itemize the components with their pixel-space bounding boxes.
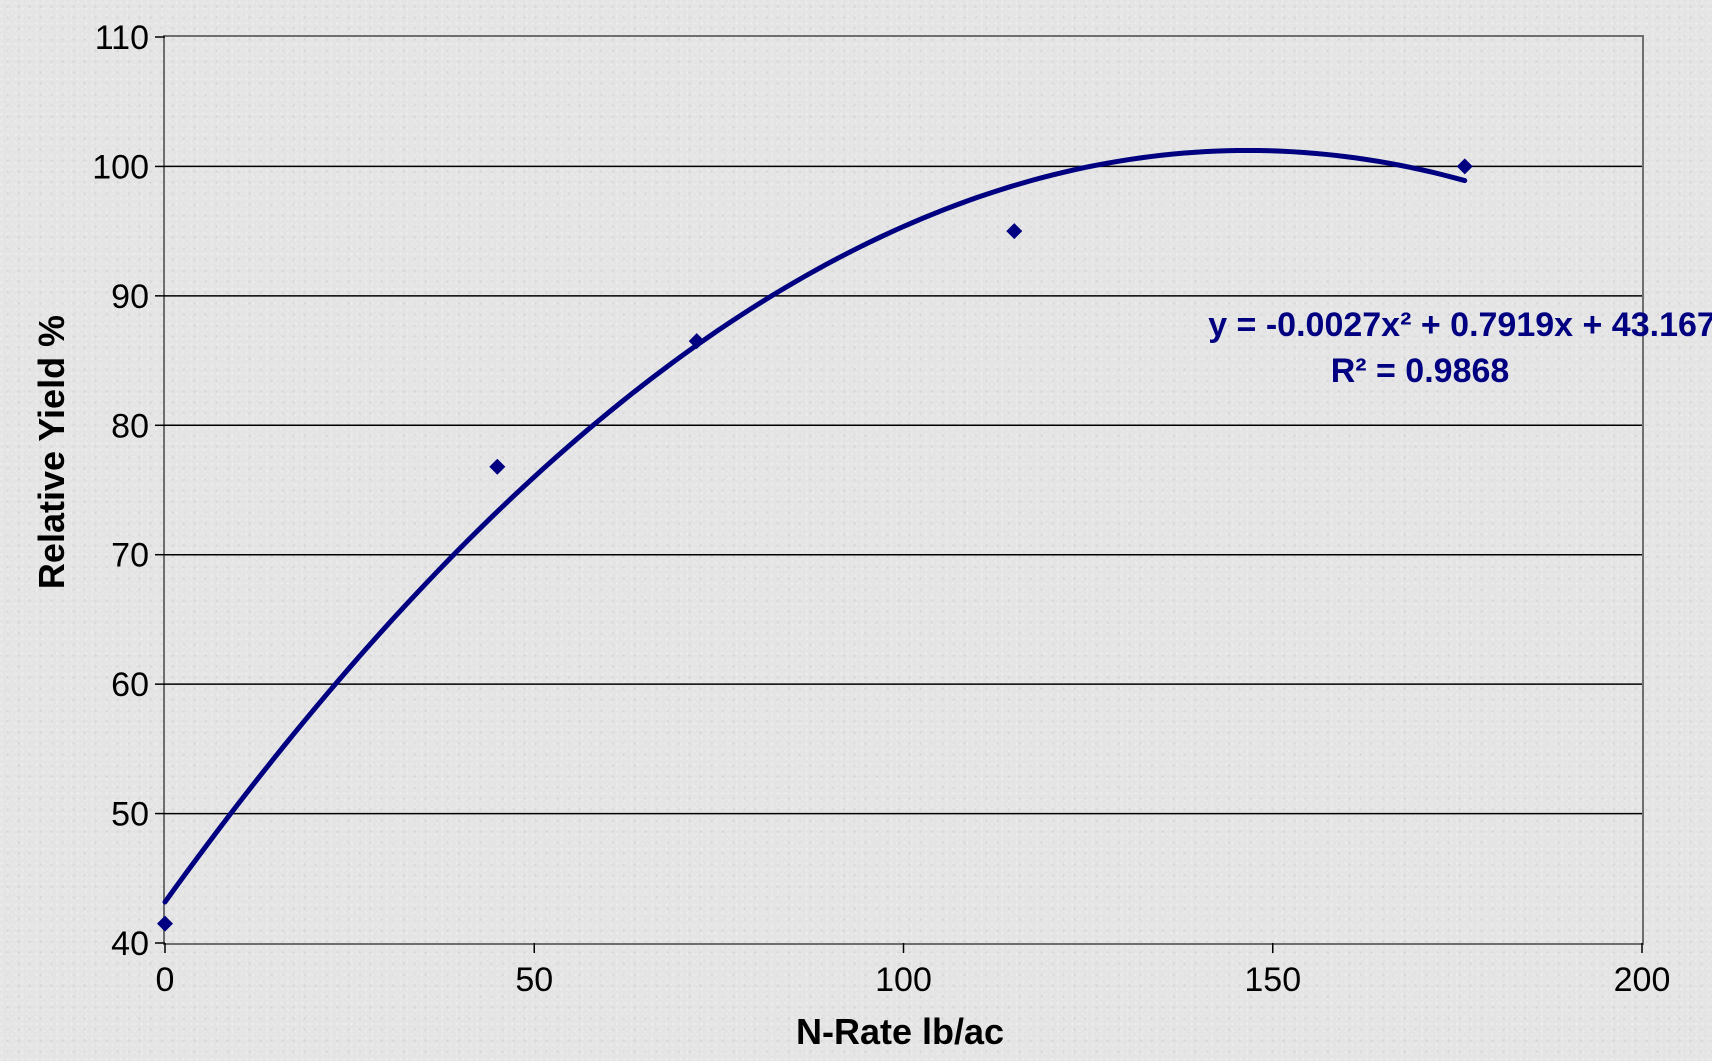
y-tick-label: 90 xyxy=(111,278,149,316)
y-axis-label: Relative Yield % xyxy=(31,315,72,589)
data-point-4 xyxy=(1456,158,1473,175)
y-tick-label: 80 xyxy=(111,407,149,445)
trendline-r-squared-label: R² = 0.9868 xyxy=(1331,352,1510,390)
trendline xyxy=(162,147,1468,905)
y-tick-label: 40 xyxy=(111,925,149,963)
data-point-3 xyxy=(1006,223,1023,240)
data-point-0 xyxy=(157,915,173,932)
x-axis-label: N-Rate lb/ac xyxy=(796,1011,1004,1052)
y-tick-label: 50 xyxy=(111,796,149,834)
x-tick-label: 200 xyxy=(1614,961,1671,999)
grid-lines xyxy=(165,165,1642,815)
x-tick-label: 50 xyxy=(515,961,553,999)
y-tick-label: 100 xyxy=(92,148,149,186)
x-tick-label: 150 xyxy=(1244,961,1301,999)
data-points xyxy=(157,158,1473,932)
y-tick-label: 60 xyxy=(111,666,149,704)
data-point-2 xyxy=(688,333,705,350)
x-tick-label: 100 xyxy=(875,961,932,999)
x-tick-label: 0 xyxy=(156,961,175,999)
y-tick-label: 110 xyxy=(95,19,149,57)
trendline-equation-label: y = -0.0027x² + 0.7919x + 43.167 xyxy=(1208,306,1712,344)
data-point-1 xyxy=(489,458,506,475)
trendline-curve xyxy=(162,147,1468,905)
y-tick-label: 70 xyxy=(111,537,149,575)
axis-ticks: 40 50 60 70 80 90 100 110 0 50 100 150 200 xyxy=(92,19,1670,999)
